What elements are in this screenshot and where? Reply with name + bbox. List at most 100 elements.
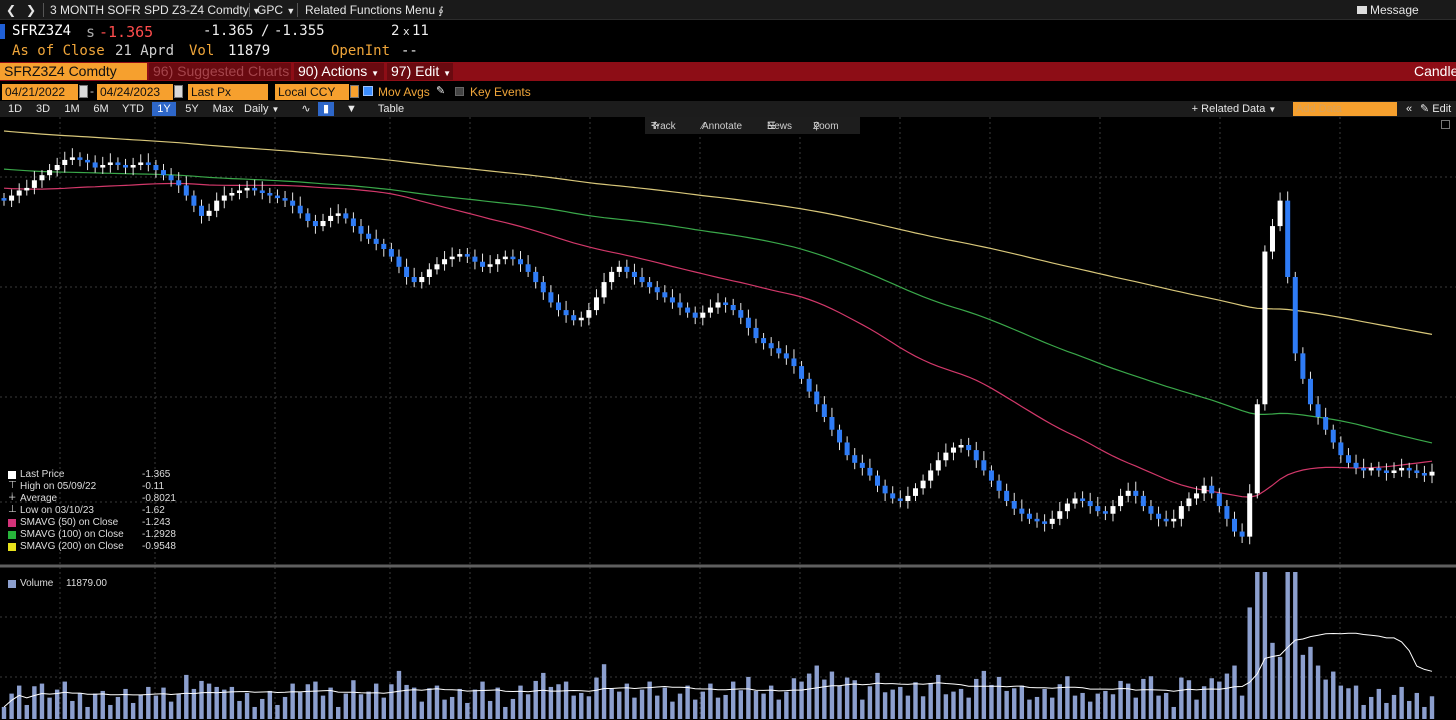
volume-bar: [776, 699, 781, 719]
period-3d[interactable]: 3D: [35, 103, 51, 115]
legend-value: -0.8021: [142, 493, 176, 504]
volume-bar: [389, 684, 394, 719]
collapse-icon[interactable]: «: [1405, 103, 1413, 115]
volume-bar: [260, 698, 265, 719]
frequency-select[interactable]: Daily ▼: [244, 102, 292, 116]
suggested-charts-tab[interactable]: 96) Suggested Charts: [149, 63, 291, 80]
candle-body: [1004, 490, 1010, 501]
candle-body: [1391, 470, 1397, 473]
end-date-field[interactable]: 04/24/2023: [97, 84, 173, 100]
chart-type-label[interactable]: Candle: [1414, 63, 1456, 79]
security-field[interactable]: SFRZ3Z4 Comdty: [0, 63, 147, 80]
currency-dropdown-icon[interactable]: [350, 85, 359, 98]
forward-arrow-icon[interactable]: ❯: [26, 3, 37, 17]
volume-bar: [890, 689, 895, 719]
candle-body: [1148, 506, 1154, 514]
candle-body: [16, 190, 22, 196]
related-functions-menu[interactable]: Related Functions Menu ∮: [305, 3, 444, 17]
period-1d[interactable]: 1D: [7, 103, 23, 115]
calendar-icon[interactable]: [174, 85, 183, 98]
add-data-input[interactable]: Add Data: [1293, 102, 1397, 116]
start-date-field[interactable]: 04/21/2022: [2, 84, 78, 100]
legend-volume: Volume 11879.00: [8, 578, 118, 590]
mov-avgs-checkbox[interactable]: [363, 86, 373, 96]
edit-label: 97) Edit: [391, 63, 440, 79]
volume-bar: [829, 671, 835, 719]
volume-bar: [1262, 572, 1268, 719]
line-chart-icon[interactable]: ∿: [301, 103, 311, 115]
volume-bar: [510, 698, 516, 719]
chevron-down-icon[interactable]: ▼: [346, 103, 357, 115]
legend-sma100: SMAVG (100) on Close -1.2928: [8, 529, 188, 541]
top-navigation-bar: ❮ ❯ 3 MONTH SOFR SPD Z3-Z4 Comdty ▼ GPC …: [0, 0, 1456, 20]
volume-bar: [1277, 656, 1283, 719]
volume-bar: [822, 679, 827, 719]
price-volume-chart[interactable]: [0, 117, 1456, 720]
legend-value: -1.365: [142, 469, 171, 480]
volume-bar: [579, 692, 584, 719]
candle-body: [875, 475, 881, 486]
volume-bar: [328, 687, 333, 719]
edit-menu[interactable]: 97) Edit ▼: [387, 63, 453, 80]
volume-bar: [305, 684, 311, 719]
related-data-menu[interactable]: + Related Data ▼: [1191, 103, 1277, 115]
period-ytd[interactable]: YTD: [122, 103, 144, 115]
period-1m[interactable]: 1M: [64, 103, 80, 115]
volume-bar: [1217, 681, 1222, 719]
period-6m[interactable]: 6M: [93, 103, 109, 115]
volume-bar: [1346, 688, 1351, 719]
candle-body: [768, 343, 774, 349]
candle-body: [305, 213, 311, 221]
candle-body: [966, 445, 972, 451]
chart-tools-bar: ✛ Track ∕ Annotate ☰ News ⚲ Zoom: [645, 117, 860, 134]
candle-body: [381, 243, 387, 249]
volume-bar: [1209, 678, 1214, 719]
edit-button[interactable]: ✎ Edit: [1420, 102, 1456, 116]
period-5y[interactable]: 5Y: [185, 103, 199, 115]
volume-bar: [905, 695, 911, 719]
volume-bar: [1384, 702, 1389, 719]
volume-bar: [708, 683, 713, 719]
currency-select[interactable]: Local CCY: [275, 84, 349, 100]
volume-bar: [168, 701, 174, 719]
table-button[interactable]: Table: [377, 103, 405, 115]
candle-body: [654, 287, 660, 293]
volume-bar: [1369, 696, 1374, 719]
candle-body: [1262, 251, 1268, 405]
security-menu[interactable]: 3 MONTH SOFR SPD Z3-Z4 Comdty ▼: [50, 3, 261, 17]
volume-bar: [1422, 706, 1427, 719]
volume-bar: [320, 695, 326, 719]
period-1y[interactable]: 1Y: [152, 102, 176, 116]
candle-body: [1064, 503, 1070, 512]
calendar-icon[interactable]: [79, 85, 88, 98]
chart-options-icon[interactable]: [1441, 120, 1450, 129]
key-events-checkbox[interactable]: [455, 87, 464, 96]
message-button[interactable]: Message: [1357, 3, 1419, 17]
volume-bar: [214, 686, 219, 719]
candle-body: [54, 165, 60, 171]
period-max[interactable]: Max: [212, 103, 234, 115]
candle-body: [730, 305, 736, 311]
pencil-icon[interactable]: ✎: [436, 85, 446, 97]
candle-chart-icon[interactable]: ▮: [318, 102, 334, 116]
gpc-menu[interactable]: GPC ▼: [257, 3, 295, 17]
candle-body: [837, 429, 843, 443]
volume-bar: [556, 684, 561, 719]
candle-body: [274, 195, 280, 199]
volume-bar: [298, 692, 303, 719]
candle-body: [1102, 511, 1108, 514]
candle-body: [1133, 490, 1139, 496]
back-arrow-icon[interactable]: ❮: [6, 3, 17, 17]
candle-body: [844, 442, 850, 456]
volume-bar: [222, 689, 227, 719]
candle-body: [24, 187, 30, 191]
price-field-select[interactable]: Last Px: [188, 84, 268, 100]
volume-bar: [1315, 665, 1321, 719]
volume-bar: [586, 696, 592, 719]
actions-menu[interactable]: 90) Actions ▼: [294, 63, 384, 80]
volume-bar: [1407, 700, 1412, 719]
candle-body: [1239, 531, 1245, 537]
volume-bar: [799, 681, 804, 719]
candle-body: [685, 307, 691, 313]
candle-body: [616, 266, 622, 272]
